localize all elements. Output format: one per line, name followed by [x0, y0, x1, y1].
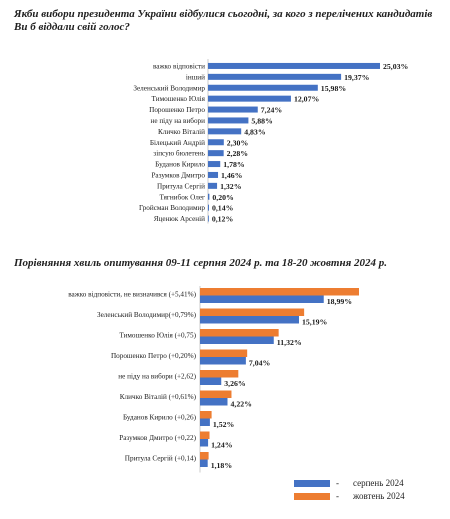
- chart1-category-label: Яценюк Арсеній: [154, 215, 205, 223]
- chart2-value-label: 7,04%: [249, 359, 271, 368]
- chart2-bar-october: [200, 329, 279, 337]
- chart1-bar: [208, 193, 210, 200]
- chart2-value-label: 1,52%: [213, 420, 235, 429]
- chart2-value-label: 1,18%: [211, 461, 233, 470]
- chart1-value-label: 0,20%: [212, 193, 234, 202]
- chart1-category-label: зіпсую бюлетень: [153, 150, 205, 158]
- chart1-value-label: 7,24%: [261, 106, 283, 115]
- chart1-category-label: не піду на вибори: [151, 117, 206, 125]
- chart2-category-label: Кличко Віталій (+0,61%): [120, 393, 197, 401]
- chart2-value-label: 18,99%: [327, 297, 353, 306]
- chart2-bar-august: [200, 398, 228, 406]
- chart1-bar: [208, 182, 218, 189]
- chart2-bar-august: [200, 439, 209, 447]
- chart2-category-label: важко відповісти, не визначився (+5,41%): [68, 291, 196, 299]
- chart1-value-label: 0,12%: [212, 215, 234, 224]
- chart2-bar-october: [200, 288, 359, 296]
- chart2-bar-october: [200, 431, 210, 439]
- chart1-bar: [208, 215, 209, 222]
- chart2-bar-october: [200, 308, 305, 316]
- chart1-bar: [208, 95, 291, 102]
- chart1-value-label: 1,78%: [223, 160, 245, 169]
- chart1-bar: [208, 139, 224, 146]
- chart2-bar-october: [200, 390, 232, 398]
- chart2-bar-october: [200, 370, 239, 378]
- chart1-category-label: Зеленський Володимир: [133, 84, 205, 92]
- chart1-value-label: 12,07%: [294, 95, 320, 104]
- chart2-value-label: 15,19%: [302, 318, 328, 327]
- chart1-value-label: 1,32%: [220, 182, 242, 191]
- chart1-bar: [208, 73, 342, 80]
- chart2-value-label: 11,32%: [277, 338, 302, 347]
- chart2-category-label: Порошенко Петро (+0,20%): [111, 352, 197, 360]
- chart2-category-label: не піду на вибори (+2,62): [118, 373, 196, 381]
- legend-swatch-august: [294, 480, 330, 487]
- chart1-category-label: Притула Сергій: [157, 182, 205, 190]
- chart1-bar: [208, 62, 380, 69]
- chart1-category-label: Буданов Кирило: [155, 161, 205, 169]
- chart2-bar-august: [200, 377, 222, 385]
- chart1-value-label: 2,30%: [227, 138, 249, 147]
- chart1-category-label: Гройсман Володимир: [139, 204, 205, 212]
- chart1-value-label: 0,14%: [212, 204, 234, 213]
- chart2-bar-october: [200, 349, 248, 357]
- chart2-bar-august: [200, 459, 208, 467]
- legend-label-october: жовтень 2024: [353, 491, 405, 501]
- chart1-category-label: Білецький Андрій: [150, 139, 205, 147]
- chart2-value-label: 3,26%: [224, 379, 246, 388]
- chart1-value-label: 19,37%: [344, 73, 370, 82]
- chart1-value-label: 25,03%: [383, 62, 409, 71]
- chart1-bar: [208, 117, 249, 124]
- chart2-category-label: Разумков Дмитро (+0,22): [119, 434, 196, 442]
- legend-swatch-october: [294, 493, 330, 500]
- chart2-bar-august: [200, 316, 299, 324]
- chart2-bar-august: [200, 295, 324, 303]
- chart2-category-label: Буданов Кирило (+0,26): [123, 414, 197, 422]
- chart1-bar: [208, 84, 318, 91]
- chart1-value-label: 1,46%: [221, 171, 243, 180]
- chart2-bar-august: [200, 336, 274, 344]
- chart1-bar: [208, 204, 209, 211]
- chart1-value-label: 2,28%: [227, 149, 249, 158]
- chart2-bar-august: [200, 357, 246, 365]
- chart1-category-label: Порошенко Петро: [149, 106, 205, 114]
- chart1-category-label: важко відповісти: [153, 62, 205, 70]
- chart1-category-label: Тягнибок Олег: [159, 193, 205, 201]
- chart2-bar-august: [200, 418, 210, 426]
- chart1-bar: [208, 128, 242, 135]
- chart2-bar-october: [200, 411, 212, 419]
- chart2-value-label: 4,22%: [230, 400, 252, 409]
- chart2-value-label: 1,24%: [211, 441, 233, 450]
- chart2-title: Порівняння хвиль опитування 09-11 серпня…: [14, 257, 387, 269]
- chart1-bar: [208, 171, 219, 178]
- chart1-category-label: Кличко Віталій: [158, 128, 205, 136]
- legend-label-august: серпень 2024: [353, 478, 404, 488]
- chart1-value-label: 4,83%: [244, 127, 266, 136]
- chart2-category-label: Притула Сергій (+0,14): [125, 455, 197, 463]
- chart2-bar-october: [200, 452, 209, 460]
- chart1-value-label: 15,98%: [321, 84, 347, 93]
- chart1-bar: [208, 161, 221, 168]
- chart1-category-label: інший: [186, 73, 205, 81]
- chart1-category-label: Разумков Дмитро: [151, 171, 205, 179]
- chart1-bar: [208, 150, 224, 157]
- chart1-category-label: Тимошенко Юлія: [152, 95, 206, 103]
- chart1-title: Якби вибори президента України відбулися…: [14, 8, 433, 33]
- legend-dash-october: -: [336, 491, 339, 501]
- chart2-category-label: Тимошенко Юлія (+0,75): [119, 332, 196, 340]
- legend-dash-august: -: [336, 478, 339, 488]
- chart2-category-label: Зеленський Володимир(+0,79%): [97, 311, 197, 319]
- chart1-value-label: 5,88%: [251, 116, 273, 125]
- chart1-bar: [208, 106, 258, 113]
